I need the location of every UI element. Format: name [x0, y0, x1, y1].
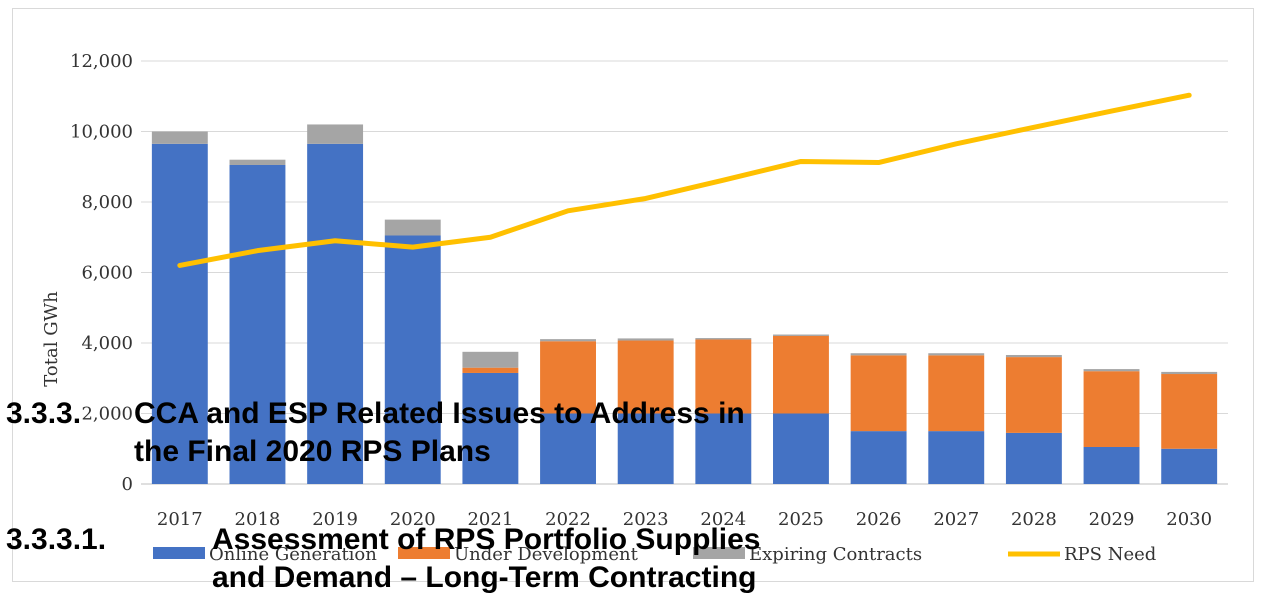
- heading-line-2: and Demand – Long-Term Contracting: [212, 561, 756, 594]
- bar-under-development: [773, 336, 829, 414]
- bar-under-development: [1161, 374, 1217, 449]
- bar-expiring-contracts: [851, 353, 907, 355]
- bar-expiring-contracts: [540, 339, 596, 341]
- heading-text: CCA and ESP Related Issues to Address in…: [134, 395, 745, 471]
- legend-item: RPS Need: [1008, 544, 1156, 565]
- bar-expiring-contracts: [152, 132, 208, 144]
- bar-online-generation: [773, 414, 829, 485]
- bar-online-generation: [1006, 433, 1062, 484]
- bar-online-generation: [851, 431, 907, 484]
- y-tick-label: 10,000: [70, 122, 133, 143]
- x-tick-label: 2026: [856, 509, 902, 530]
- y-tick-label: 0: [122, 474, 133, 495]
- bar-expiring-contracts: [1161, 372, 1217, 374]
- x-tick-label: 2025: [778, 509, 824, 530]
- y-tick-label: 8,000: [81, 192, 133, 213]
- bar-online-generation: [928, 431, 984, 484]
- bar-online-generation: [1161, 449, 1217, 484]
- heading-line-1: CCA and ESP Related Issues to Address in: [134, 397, 745, 430]
- bar-expiring-contracts: [695, 338, 751, 339]
- heading-line-2: the Final 2020 RPS Plans: [134, 435, 491, 468]
- legend-swatch: [153, 547, 205, 559]
- bar-expiring-contracts: [230, 160, 286, 165]
- bar-under-development: [1084, 371, 1140, 447]
- y-tick-label: 4,000: [81, 333, 133, 354]
- bar-online-generation: [1084, 447, 1140, 484]
- bar-expiring-contracts: [618, 338, 674, 340]
- bar-expiring-contracts: [773, 335, 829, 336]
- bar-under-development: [462, 368, 518, 373]
- bar-expiring-contracts: [928, 353, 984, 355]
- heading-number: 3.3.3.1.: [6, 521, 106, 559]
- bar-expiring-contracts: [307, 124, 363, 143]
- bar-expiring-contracts: [385, 220, 441, 236]
- bar-under-development: [851, 355, 907, 431]
- heading-number: 3.3.3.: [6, 395, 81, 433]
- chart-frame: 0 2,000 4,000 6,000 8,000 10,000 12,000 Total …: [12, 8, 1254, 582]
- heading-text: Assessment of RPS Portfolio Supplies and…: [212, 521, 760, 597]
- x-tick-label: 2028: [1011, 509, 1057, 530]
- bar-under-development: [928, 355, 984, 431]
- bar-expiring-contracts: [462, 352, 518, 368]
- bar-under-development: [1006, 357, 1062, 433]
- chart-svg: 0 2,000 4,000 6,000 8,000 10,000 12,000 Total …: [13, 9, 1255, 583]
- bar-expiring-contracts: [1084, 369, 1140, 371]
- heading-line-1: Assessment of RPS Portfolio Supplies: [212, 523, 760, 556]
- y-tick-label: 2,000: [81, 404, 133, 425]
- x-tick-label: 2029: [1089, 509, 1135, 530]
- bar-expiring-contracts: [1006, 355, 1062, 357]
- y-tick-label: 12,000: [70, 51, 133, 72]
- x-tick-label: 2017: [157, 509, 203, 530]
- y-axis-title: Total GWh: [41, 291, 62, 387]
- x-tick-label: 2030: [1166, 509, 1212, 530]
- x-tick-label: 2027: [933, 509, 979, 530]
- legend-label: Expiring Contracts: [749, 544, 922, 565]
- y-tick-label: 6,000: [81, 263, 133, 284]
- legend-label: RPS Need: [1064, 544, 1156, 565]
